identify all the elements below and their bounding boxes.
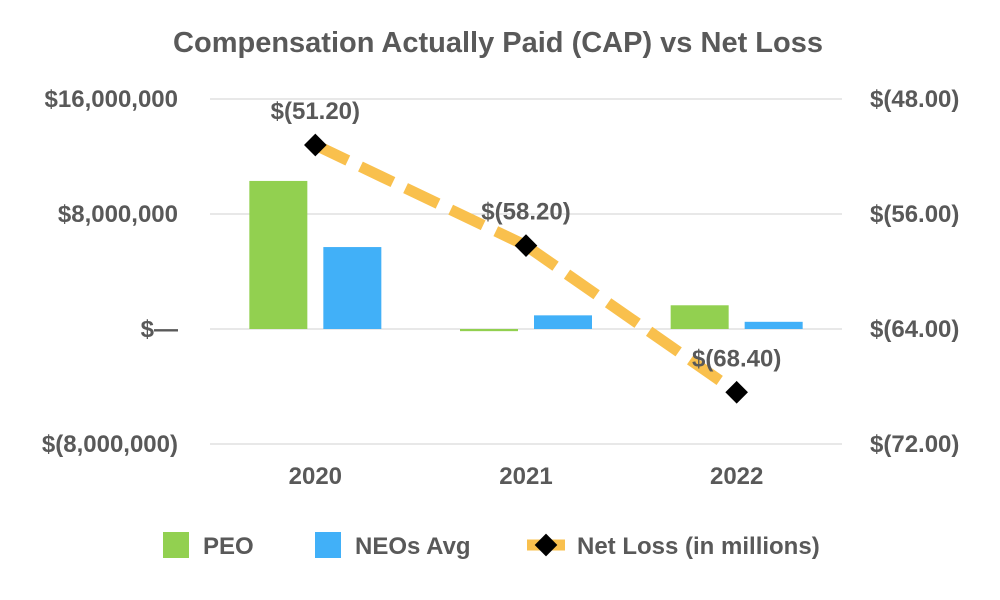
data-label: $(58.20) bbox=[481, 199, 570, 226]
line-segment bbox=[312, 140, 529, 251]
left-tick-label: $(8,000,000) bbox=[42, 431, 178, 458]
right-tick-label: $(64.00) bbox=[870, 316, 959, 343]
legend-label: NEOs Avg bbox=[355, 533, 471, 560]
left-tick-label: $— bbox=[141, 316, 178, 343]
bars bbox=[249, 180, 803, 332]
right-tick-label: $(56.00) bbox=[870, 201, 959, 228]
category-label: 2022 bbox=[710, 463, 763, 490]
category-label: 2020 bbox=[289, 463, 342, 490]
net-loss-line: $(51.20) $(58.20) $(68.40) bbox=[271, 98, 781, 404]
chart-title: Compensation Actually Paid (CAP) vs Net … bbox=[173, 27, 823, 59]
right-axis-ticks: $(48.00) $(56.00) $(64.00) $(72.00) bbox=[870, 86, 959, 458]
category-labels: 2020 2021 2022 bbox=[289, 463, 764, 490]
bar-neos-avg-2022 bbox=[744, 321, 803, 329]
bar-neos-avg-2020 bbox=[323, 247, 382, 329]
left-tick-label: $8,000,000 bbox=[58, 201, 178, 228]
data-label: $(68.40) bbox=[692, 345, 781, 372]
legend-label: Net Loss (in millions) bbox=[577, 533, 820, 560]
category-label: 2021 bbox=[499, 463, 552, 490]
left-tick-label: $16,000,000 bbox=[45, 86, 178, 113]
legend-swatch bbox=[163, 532, 189, 558]
legend: PEO NEOs Avg Net Loss (in millions) bbox=[163, 532, 820, 560]
data-label: $(51.20) bbox=[271, 98, 360, 125]
left-axis-ticks: $16,000,000 $8,000,000 $— $(8,000,000) bbox=[42, 86, 178, 458]
legend-marker bbox=[534, 533, 558, 557]
legend-swatch bbox=[315, 532, 341, 558]
bar-peo-2020 bbox=[249, 180, 308, 329]
line-point-marker bbox=[725, 380, 748, 404]
right-tick-label: $(48.00) bbox=[870, 86, 959, 113]
legend-label: PEO bbox=[203, 533, 254, 560]
gridlines bbox=[210, 98, 842, 445]
bar-peo-2021 bbox=[460, 329, 518, 332]
right-tick-label: $(72.00) bbox=[870, 431, 959, 458]
line-segment bbox=[522, 241, 740, 397]
bar-peo-2022 bbox=[670, 305, 729, 329]
bar-neos-avg-2021 bbox=[534, 315, 592, 329]
